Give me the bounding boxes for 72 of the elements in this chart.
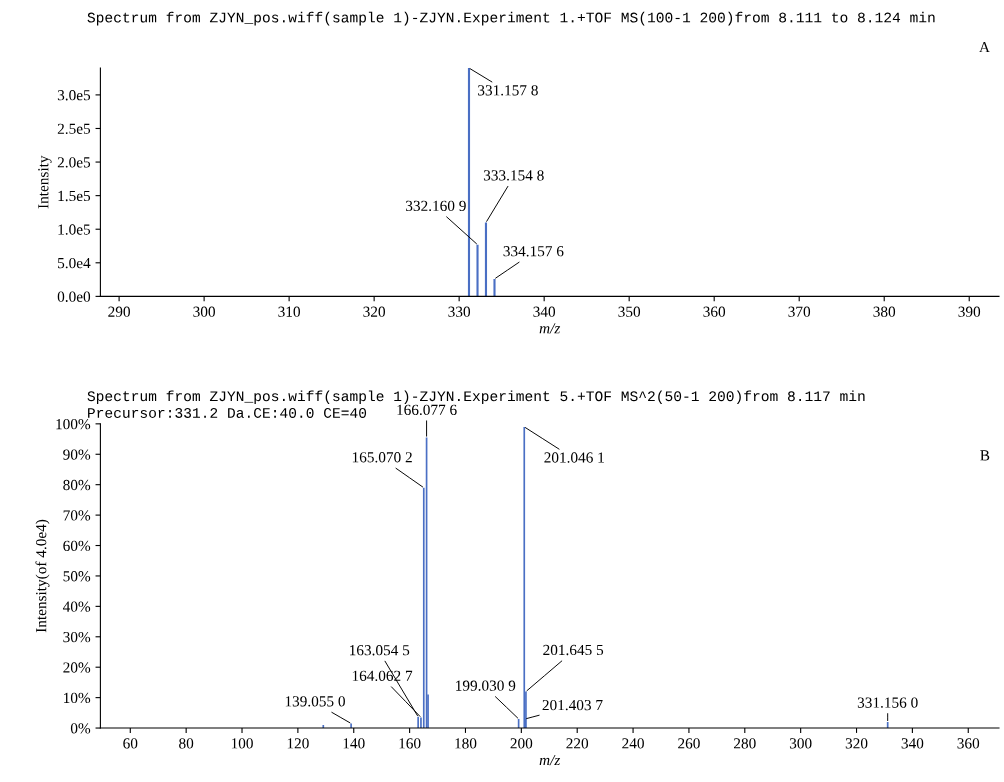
annotation: 201.403 7: [542, 699, 603, 711]
x-tick-label: 160: [399, 738, 421, 749]
x-tick-label: 360: [703, 306, 726, 317]
annotation: 199.030 9: [456, 680, 516, 691]
chart-title: Spectrum from ZJYN_pos.wiff(sample 1)-ZJYN.Experiment 5.+TOF MS^2(50-1 200)from 8.117 min: [87, 390, 865, 405]
x-tick-label: 390: [958, 306, 981, 317]
annotation: 163.054 5: [350, 645, 410, 656]
y-tick-label: 3.0e5: [57, 90, 91, 101]
text: A: [979, 41, 990, 53]
x-tick-label: 60: [123, 738, 138, 749]
y-tick-label: 90%: [63, 449, 91, 460]
y-tick-label: 20%: [63, 662, 91, 673]
x-tick-label: 340: [533, 306, 556, 317]
x-tick-label: 380: [873, 306, 896, 317]
x-tick-label: 350: [618, 306, 641, 317]
y-tick-label: 1.0e5: [58, 224, 91, 235]
bar: [476, 244, 479, 297]
x-tick-label: 300: [193, 306, 215, 317]
x-tick-label: 280: [734, 738, 756, 749]
annotation: 331.157 8: [478, 85, 538, 96]
annotation: 166.077 6: [397, 404, 457, 416]
y-tick-label: 50%: [63, 571, 91, 582]
x-tick-label: 200: [510, 738, 533, 749]
x-tick-label: 260: [678, 738, 700, 749]
x-tick-label: 120: [287, 738, 309, 749]
y-tick-label: 30%: [63, 631, 91, 643]
annotation: 201.645 5: [543, 644, 604, 656]
chart-title: Spectrum from ZJYN_pos.wiff(sample 1)-ZJYN.Experiment 1.+TOF MS(100-1 200)from 8.111 to 8.124 min: [87, 11, 935, 26]
bar: [467, 68, 471, 297]
y-tick-label: 1.5e5: [58, 190, 91, 202]
x-tick-label: 100: [231, 738, 253, 749]
x-tick-label: 330: [448, 306, 471, 317]
annotation: 334.157 6: [503, 246, 564, 257]
x-tick-label: 80: [179, 738, 194, 749]
bar: [493, 278, 496, 297]
x-tick-label: 320: [363, 306, 386, 317]
y-tick-label: 2.0e5: [57, 157, 91, 168]
x-tick-label: 290: [108, 306, 130, 317]
annotation: 164.062 7: [352, 670, 413, 682]
y-tick-label: 0.0e0: [57, 291, 91, 302]
x-tick-label: 320: [845, 738, 868, 749]
annotation: 201.046 1: [544, 452, 604, 463]
chart-subtitle: Precursor:331.2 Da.CE:40.0 CE=40: [88, 408, 367, 418]
y-tick-label: 5.0e4: [58, 257, 91, 269]
x-tick-label: 340: [901, 738, 924, 749]
y-tick-label: 80%: [63, 479, 91, 491]
x-tick-label: 180: [455, 738, 477, 749]
y-tick-label: 10%: [64, 692, 91, 704]
x-tick-label: 300: [789, 738, 812, 749]
y-tick-label: 0%: [70, 723, 91, 734]
y-tick-label: 40%: [62, 601, 91, 612]
annotation: B: [980, 450, 990, 461]
annotation: 139.055 0: [285, 696, 345, 707]
annotation: 165.070 2: [352, 452, 412, 463]
annotation: 331.156 0: [857, 697, 918, 708]
annotation: 333.154 8: [483, 170, 544, 181]
y-tick-label: 100%: [56, 418, 91, 430]
x-tick-label: 240: [622, 738, 644, 749]
y-axis-title: Intensity(of 4.0e4): [35, 519, 50, 633]
y-tick-label: 60%: [63, 540, 91, 552]
x-tick-label: 310: [278, 306, 300, 317]
x-tick-label: 140: [343, 738, 365, 749]
x-axis-title: m/z: [539, 754, 561, 766]
y-tick-label: 2.5e5: [57, 123, 91, 134]
y-axis-title: Intensity: [38, 155, 52, 209]
x-tick-label: 360: [957, 738, 980, 749]
y-tick-label: 70%: [63, 510, 91, 521]
x-tick-label: 220: [566, 738, 589, 749]
bar: [484, 222, 488, 297]
annotation: 332.160 9: [406, 200, 466, 212]
x-axis-title: m/z: [539, 323, 561, 334]
x-tick-label: 370: [788, 306, 811, 317]
